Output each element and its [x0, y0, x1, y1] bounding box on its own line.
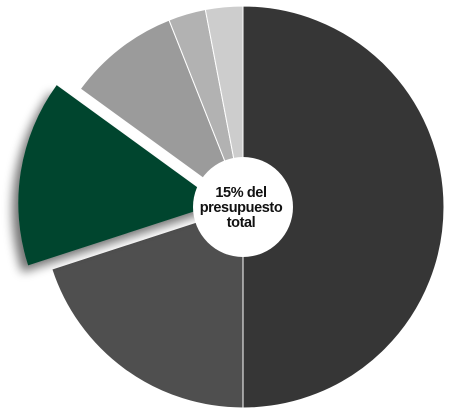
center-hole — [193, 157, 293, 257]
pie-slice-2 — [51, 206, 244, 409]
center-label: 15% del presupuesto total — [199, 184, 283, 231]
pie-slice-6 — [204, 5, 244, 208]
pie-slice-4 — [79, 19, 245, 209]
pie-slice-3 — [18, 85, 220, 266]
pie-slice-1 — [242, 5, 445, 409]
pie-slices — [18, 5, 445, 409]
